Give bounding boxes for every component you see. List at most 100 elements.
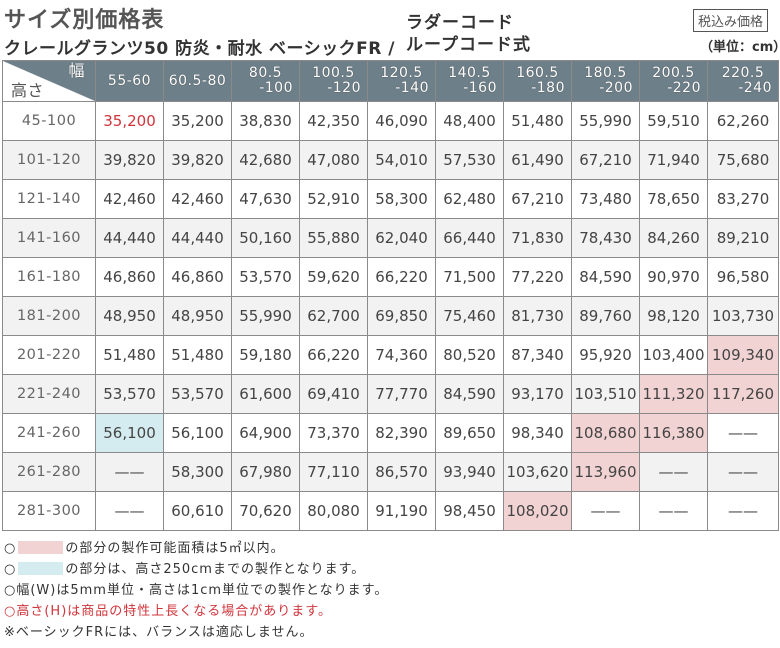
price-cell: 42,460 (163, 179, 232, 219)
note-unit-increment: ○幅(W)は5mm単位・高さは1cm単位での製作となります。 (4, 583, 389, 598)
price-cell: 103,400 (639, 335, 708, 375)
price-cell: 53,570 (231, 257, 300, 297)
width-axis-label: 幅 (68, 61, 85, 80)
table-row: 241-260 56,100 56,100 64,900 73,370 82,390 89,… (2, 413, 779, 453)
pink-swatch (18, 541, 64, 554)
price-cell: 66,220 (367, 257, 436, 297)
price-cell: 35,200 (95, 101, 164, 141)
price-cell: 91,190 (367, 491, 436, 531)
price-cell: 44,440 (163, 218, 232, 258)
price-cell: 113,960 (571, 452, 640, 492)
price-cell: 116,380 (639, 413, 708, 453)
price-cell: 81,730 (503, 296, 572, 336)
price-cell: —— (95, 491, 164, 531)
price-cell: 56,100 (95, 413, 164, 453)
price-table: 幅 高さ 55-60 60.5-80 80.5 -100 100.5 -120 12… (2, 60, 779, 531)
price-cell: 98,450 (435, 491, 504, 531)
cord-type-ladder: ラダーコード (406, 13, 514, 33)
row-height-label: 221-240 (2, 374, 96, 414)
price-cell: 73,480 (571, 179, 640, 219)
price-cell: 61,490 (503, 140, 572, 180)
price-cell: 58,300 (367, 179, 436, 219)
price-cell: 78,430 (571, 218, 640, 258)
price-cell: 86,570 (367, 452, 436, 492)
notes-section: ○ の部分の製作可能面積は5㎡以内。 ○ の部分は、高さ250cmまでの製作となりま… (4, 538, 388, 643)
price-cell: 67,210 (571, 140, 640, 180)
column-header: 160.5 -180 (503, 60, 572, 102)
price-cell: —— (707, 452, 779, 492)
column-header: 220.5 -240 (707, 60, 779, 102)
price-cell: 59,620 (299, 257, 368, 297)
table-row: 261-280 —— 58,300 67,980 77,110 86,570 93,940 1… (2, 452, 779, 492)
price-cell: 57,530 (435, 140, 504, 180)
price-cell: 96,580 (707, 257, 779, 297)
price-cell: 77,770 (367, 374, 436, 414)
price-cell: 108,020 (503, 491, 572, 531)
table-row: 221-240 53,570 53,570 61,600 69,410 77,770 84,… (2, 374, 779, 414)
price-cell: 93,170 (503, 374, 572, 414)
note-pink-area: ○ の部分の製作可能面積は5㎡以内。 (4, 541, 285, 556)
price-cell: —— (707, 491, 779, 531)
row-height-label: 161-180 (2, 257, 96, 297)
page-title: サイズ別価格表 (4, 8, 165, 33)
corner-header: 幅 高さ (2, 60, 96, 102)
price-cell: 53,570 (163, 374, 232, 414)
row-height-label: 181-200 (2, 296, 96, 336)
column-header: 140.5 -160 (435, 60, 504, 102)
price-cell: 84,260 (639, 218, 708, 258)
price-cell: 51,480 (95, 335, 164, 375)
price-cell: 39,820 (163, 140, 232, 180)
cord-type-loop: ループコード式 (406, 35, 531, 55)
price-cell: 42,680 (231, 140, 300, 180)
price-cell: 77,110 (299, 452, 368, 492)
blue-swatch (18, 562, 64, 575)
price-cell: 71,940 (639, 140, 708, 180)
price-cell: 58,300 (163, 452, 232, 492)
price-cell: 71,830 (503, 218, 572, 258)
price-cell: 87,340 (503, 335, 572, 375)
column-header: 55-60 (95, 60, 164, 102)
price-cell: 46,860 (163, 257, 232, 297)
row-height-label: 261-280 (2, 452, 96, 492)
price-cell: 60,610 (163, 491, 232, 531)
price-cell: 80,520 (435, 335, 504, 375)
price-cell: 75,680 (707, 140, 779, 180)
table-row: 141-160 44,440 44,440 50,160 55,880 62,040 66,… (2, 218, 779, 258)
note-balance: ※ベーシックFRには、バランスは適応しません。 (4, 625, 314, 640)
price-cell: 39,820 (95, 140, 164, 180)
price-cell: 70,620 (231, 491, 300, 531)
height-axis-label: 高さ (11, 81, 45, 100)
price-cell: 47,080 (299, 140, 368, 180)
price-cell: —— (639, 491, 708, 531)
table-row: 181-200 48,950 48,950 55,990 62,700 69,850 75,… (2, 296, 779, 336)
price-cell: 64,900 (231, 413, 300, 453)
price-cell: 53,570 (95, 374, 164, 414)
price-cell: —— (639, 452, 708, 492)
column-header: 120.5 -140 (367, 60, 436, 102)
price-cell: 103,510 (571, 374, 640, 414)
price-cell: 95,920 (571, 335, 640, 375)
price-cell: 62,260 (707, 101, 779, 141)
price-cell: 73,370 (299, 413, 368, 453)
cord-type-label: ラダーコード ループコード式 (406, 12, 531, 56)
price-cell: 74,360 (367, 335, 436, 375)
price-cell: 108,680 (571, 413, 640, 453)
price-cell: 48,950 (163, 296, 232, 336)
price-cell: —— (707, 413, 779, 453)
price-cell: 82,390 (367, 413, 436, 453)
price-cell: 78,650 (639, 179, 708, 219)
price-cell: 48,400 (435, 101, 504, 141)
table-row: 161-180 46,860 46,860 53,570 59,620 66,220 71,… (2, 257, 779, 297)
price-cell: 54,010 (367, 140, 436, 180)
price-cell: 109,340 (707, 335, 779, 375)
column-header: 80.5 -100 (231, 60, 300, 102)
row-height-label: 201-220 (2, 335, 96, 375)
unit-label: （単位：cm） (700, 40, 780, 55)
price-cell: 93,940 (435, 452, 504, 492)
price-cell: 83,270 (707, 179, 779, 219)
price-cell: 89,760 (571, 296, 640, 336)
row-height-label: 101-120 (2, 140, 96, 180)
table-row: 45-100 35,200 35,200 38,830 42,350 46,090 48,4… (2, 101, 779, 141)
row-height-label: 141-160 (2, 218, 96, 258)
price-cell: 42,350 (299, 101, 368, 141)
